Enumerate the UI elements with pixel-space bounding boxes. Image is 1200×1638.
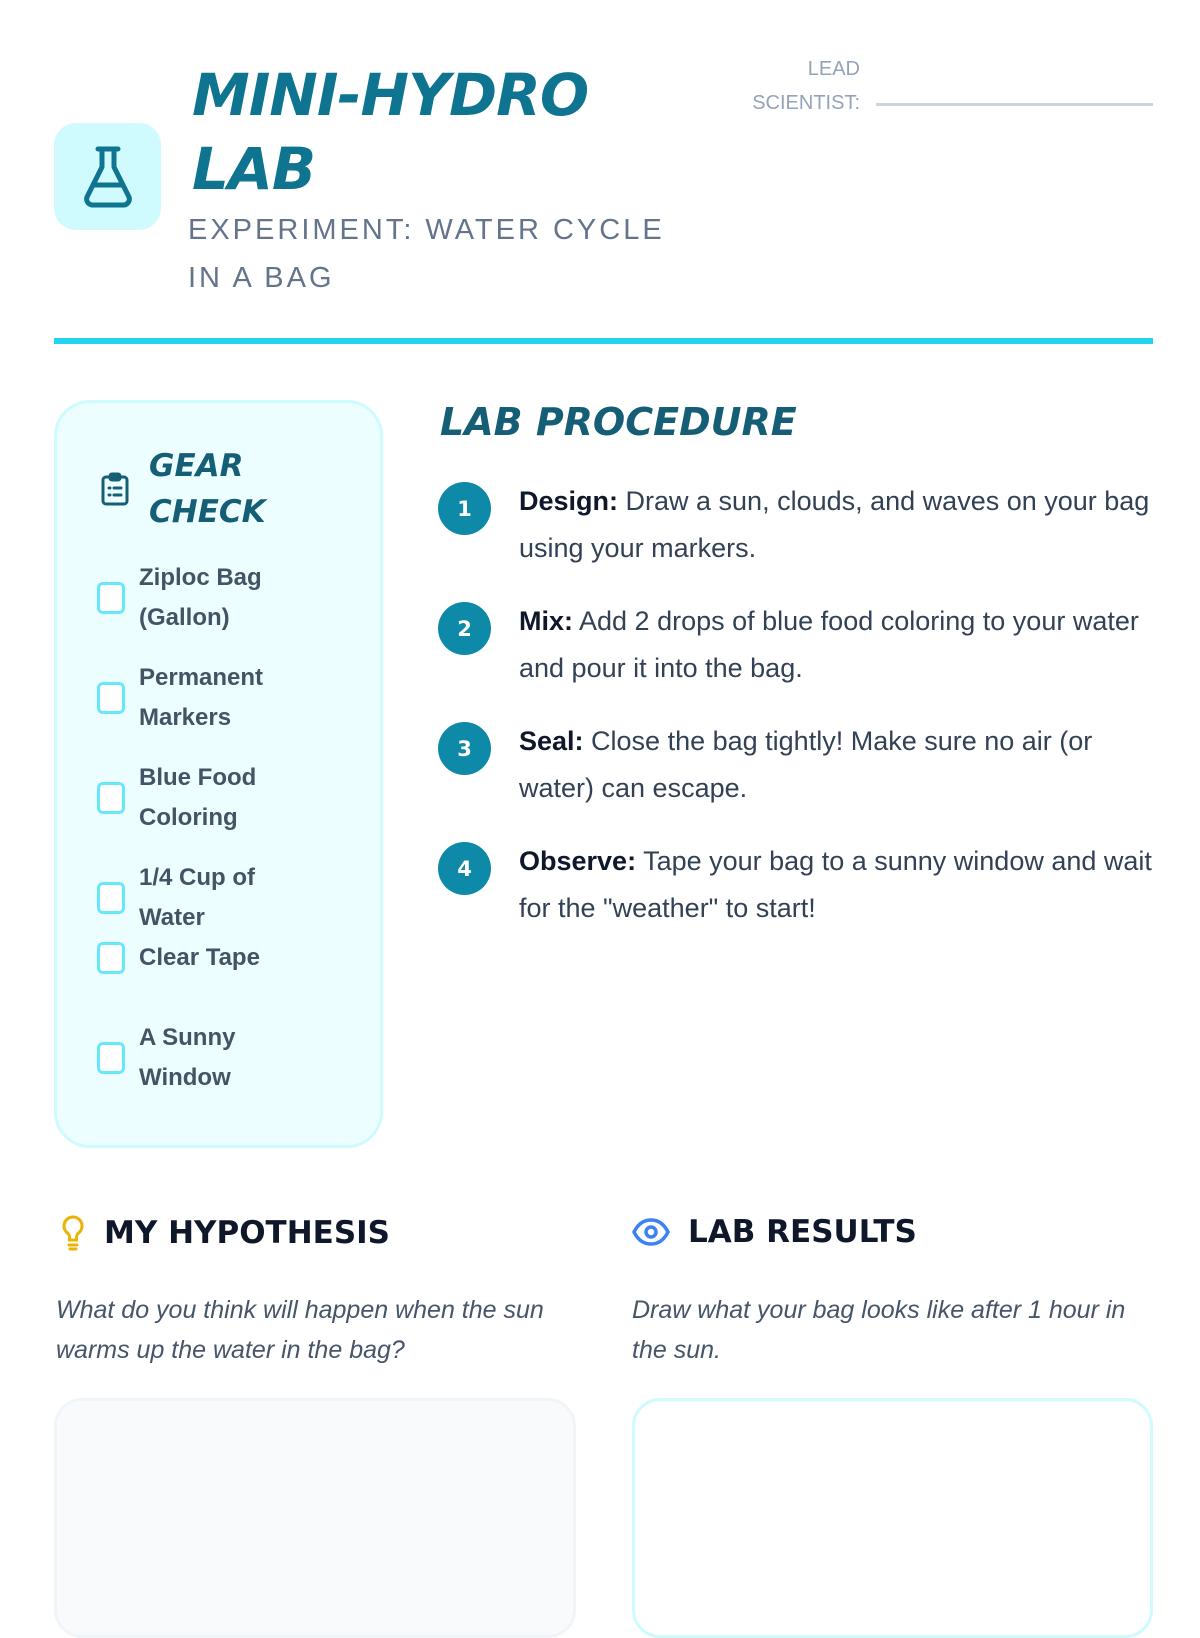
gear-item[interactable]: A Sunny Window bbox=[97, 1018, 297, 1098]
procedure-step: 2 Mix: Add 2 drops of blue food coloring … bbox=[438, 598, 1158, 692]
results-title: LAB RESULTS bbox=[688, 1214, 917, 1250]
gear-check-title: GEAR CHECK bbox=[149, 448, 266, 530]
step-number: 1 bbox=[438, 482, 491, 535]
lightbulb-icon bbox=[62, 1215, 84, 1251]
step-text: Mix: Add 2 drops of blue food coloring t… bbox=[519, 598, 1158, 692]
step-label: Seal: bbox=[519, 726, 584, 756]
step-number: 2 bbox=[438, 602, 491, 655]
gear-item-label: 1/4 Cup of Water bbox=[139, 864, 256, 931]
gear-item[interactable]: Clear Tape bbox=[97, 938, 357, 978]
procedure-step: 4 Observe: Tape your bag to a sunny windo… bbox=[438, 838, 1158, 932]
flask-icon-badge bbox=[54, 123, 161, 230]
gear-item-label: Clear Tape bbox=[139, 944, 260, 971]
gear-item-label: A Sunny Window bbox=[139, 1024, 236, 1091]
lead-scientist-label: LEAD SCIENTIST: bbox=[700, 52, 860, 120]
eye-icon bbox=[632, 1218, 670, 1246]
clipboard-list-icon bbox=[101, 472, 129, 506]
step-label: Observe: bbox=[519, 846, 637, 876]
lead-label-line2: SCIENTIST: bbox=[752, 92, 860, 114]
procedure-step: 1 Design: Draw a sun, clouds, and waves o… bbox=[438, 478, 1158, 572]
step-text: Seal: Close the bag tightly! Make sure n… bbox=[519, 718, 1158, 812]
checkbox[interactable] bbox=[97, 882, 125, 914]
lead-scientist-field[interactable] bbox=[876, 103, 1153, 106]
procedure-step: 3 Seal: Close the bag tightly! Make sure … bbox=[438, 718, 1158, 812]
gear-item-label: Ziploc Bag (Gallon) bbox=[139, 564, 262, 631]
step-body: Tape your bag to a sunny window and wait… bbox=[519, 846, 1152, 923]
results-prompt: Draw what your bag looks like after 1 ho… bbox=[632, 1296, 1126, 1364]
experiment-subtitle: EXPERIMENT: WATER CYCLE IN A BAG bbox=[188, 214, 665, 294]
flask-icon bbox=[83, 146, 132, 207]
gear-item[interactable]: Ziploc Bag (Gallon) bbox=[97, 558, 357, 638]
gear-item-label: Permanent Markers bbox=[139, 664, 264, 731]
checkbox[interactable] bbox=[97, 942, 125, 974]
gear-item[interactable]: Permanent Markers bbox=[97, 658, 357, 738]
step-body: Draw a sun, clouds, and waves on your ba… bbox=[519, 486, 1150, 563]
step-number: 4 bbox=[438, 842, 491, 895]
gear-item-label: Blue Food Coloring bbox=[139, 764, 257, 831]
procedure-title: LAB PROCEDURE bbox=[440, 400, 797, 444]
results-drawing-box[interactable] bbox=[632, 1398, 1153, 1638]
step-label: Design: bbox=[519, 486, 619, 516]
hypothesis-prompt: What do you think will happen when the s… bbox=[56, 1296, 544, 1364]
step-body: Close the bag tightly! Make sure no air … bbox=[519, 726, 1093, 803]
gear-item[interactable]: 1/4 Cup of Water bbox=[97, 858, 297, 938]
step-body: Add 2 drops of blue food coloring to you… bbox=[519, 606, 1139, 683]
step-text: Design: Draw a sun, clouds, and waves on… bbox=[519, 478, 1158, 572]
step-label: Mix: bbox=[519, 606, 573, 636]
gear-item[interactable]: Blue Food Coloring bbox=[97, 758, 357, 838]
checkbox[interactable] bbox=[97, 782, 125, 814]
results-heading: LAB RESULTS bbox=[632, 1214, 917, 1250]
checkbox[interactable] bbox=[97, 1042, 125, 1074]
lead-label-line1: LEAD bbox=[807, 58, 860, 80]
step-number: 3 bbox=[438, 722, 491, 775]
header-divider bbox=[54, 338, 1153, 344]
page-title: MINI-HYDRO LAB bbox=[192, 61, 589, 203]
hypothesis-title: MY HYPOTHESIS bbox=[104, 1215, 391, 1251]
hypothesis-answer-box[interactable] bbox=[54, 1398, 576, 1638]
step-text: Observe: Tape your bag to a sunny window… bbox=[519, 838, 1158, 932]
checkbox[interactable] bbox=[97, 682, 125, 714]
checkbox[interactable] bbox=[97, 582, 125, 614]
hypothesis-heading: MY HYPOTHESIS bbox=[60, 1214, 390, 1252]
gear-check-header: GEAR CHECK bbox=[101, 443, 289, 535]
gear-check-card: GEAR CHECK Ziploc Bag (Gallon) Permanent… bbox=[54, 400, 383, 1148]
